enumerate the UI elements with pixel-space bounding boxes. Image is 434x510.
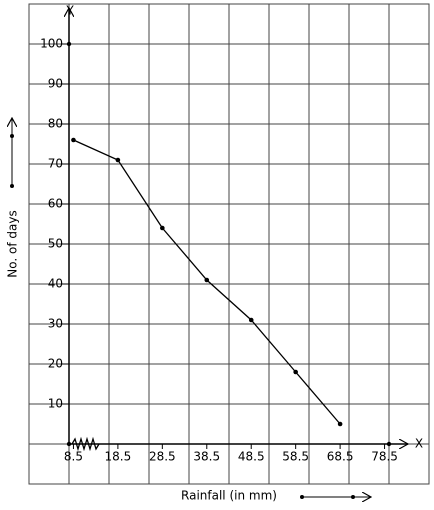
y-tick-label: 70 <box>48 157 63 171</box>
y-axis-label: No. of days <box>6 210 20 277</box>
y-label-arrow <box>10 118 14 188</box>
x-tick-label: 38.5 <box>193 450 220 464</box>
point <box>71 137 76 143</box>
y-tick-label: 50 <box>48 237 63 251</box>
y-tick-label: 10 <box>48 397 63 411</box>
y-tick-label: 100 <box>40 37 63 51</box>
y-tick-label: 60 <box>48 197 63 211</box>
y-tick-label: 80 <box>48 117 63 131</box>
point <box>160 225 165 231</box>
y-axis-name: Y <box>65 4 74 18</box>
axis-break <box>71 436 100 452</box>
x-label-arrow <box>300 495 371 499</box>
axis-dot <box>386 441 392 447</box>
y-tick-label: 90 <box>48 77 63 91</box>
x-axis-label: Rainfall (in mm) <box>181 489 277 503</box>
x-tick-label: 8.5 <box>64 450 83 464</box>
x-tick-label: 18.5 <box>105 450 132 464</box>
point <box>204 277 210 283</box>
x-axis-name: X <box>415 437 423 451</box>
point <box>248 317 254 323</box>
x-tick-label: 68.5 <box>327 450 354 464</box>
x-tick-label: 48.5 <box>238 450 265 464</box>
y-tick-label: 20 <box>48 357 63 371</box>
point <box>337 421 343 427</box>
x-tick-label: 28.5 <box>149 450 176 464</box>
point <box>115 157 121 163</box>
origin-dot <box>66 441 72 447</box>
y-tick-label: 40 <box>48 277 63 291</box>
x-tick-label: 58.5 <box>282 450 309 464</box>
x-tick-label: 78.5 <box>371 450 398 464</box>
y-tick-label: 30 <box>48 317 63 331</box>
grid <box>28 3 430 485</box>
point <box>293 369 298 375</box>
